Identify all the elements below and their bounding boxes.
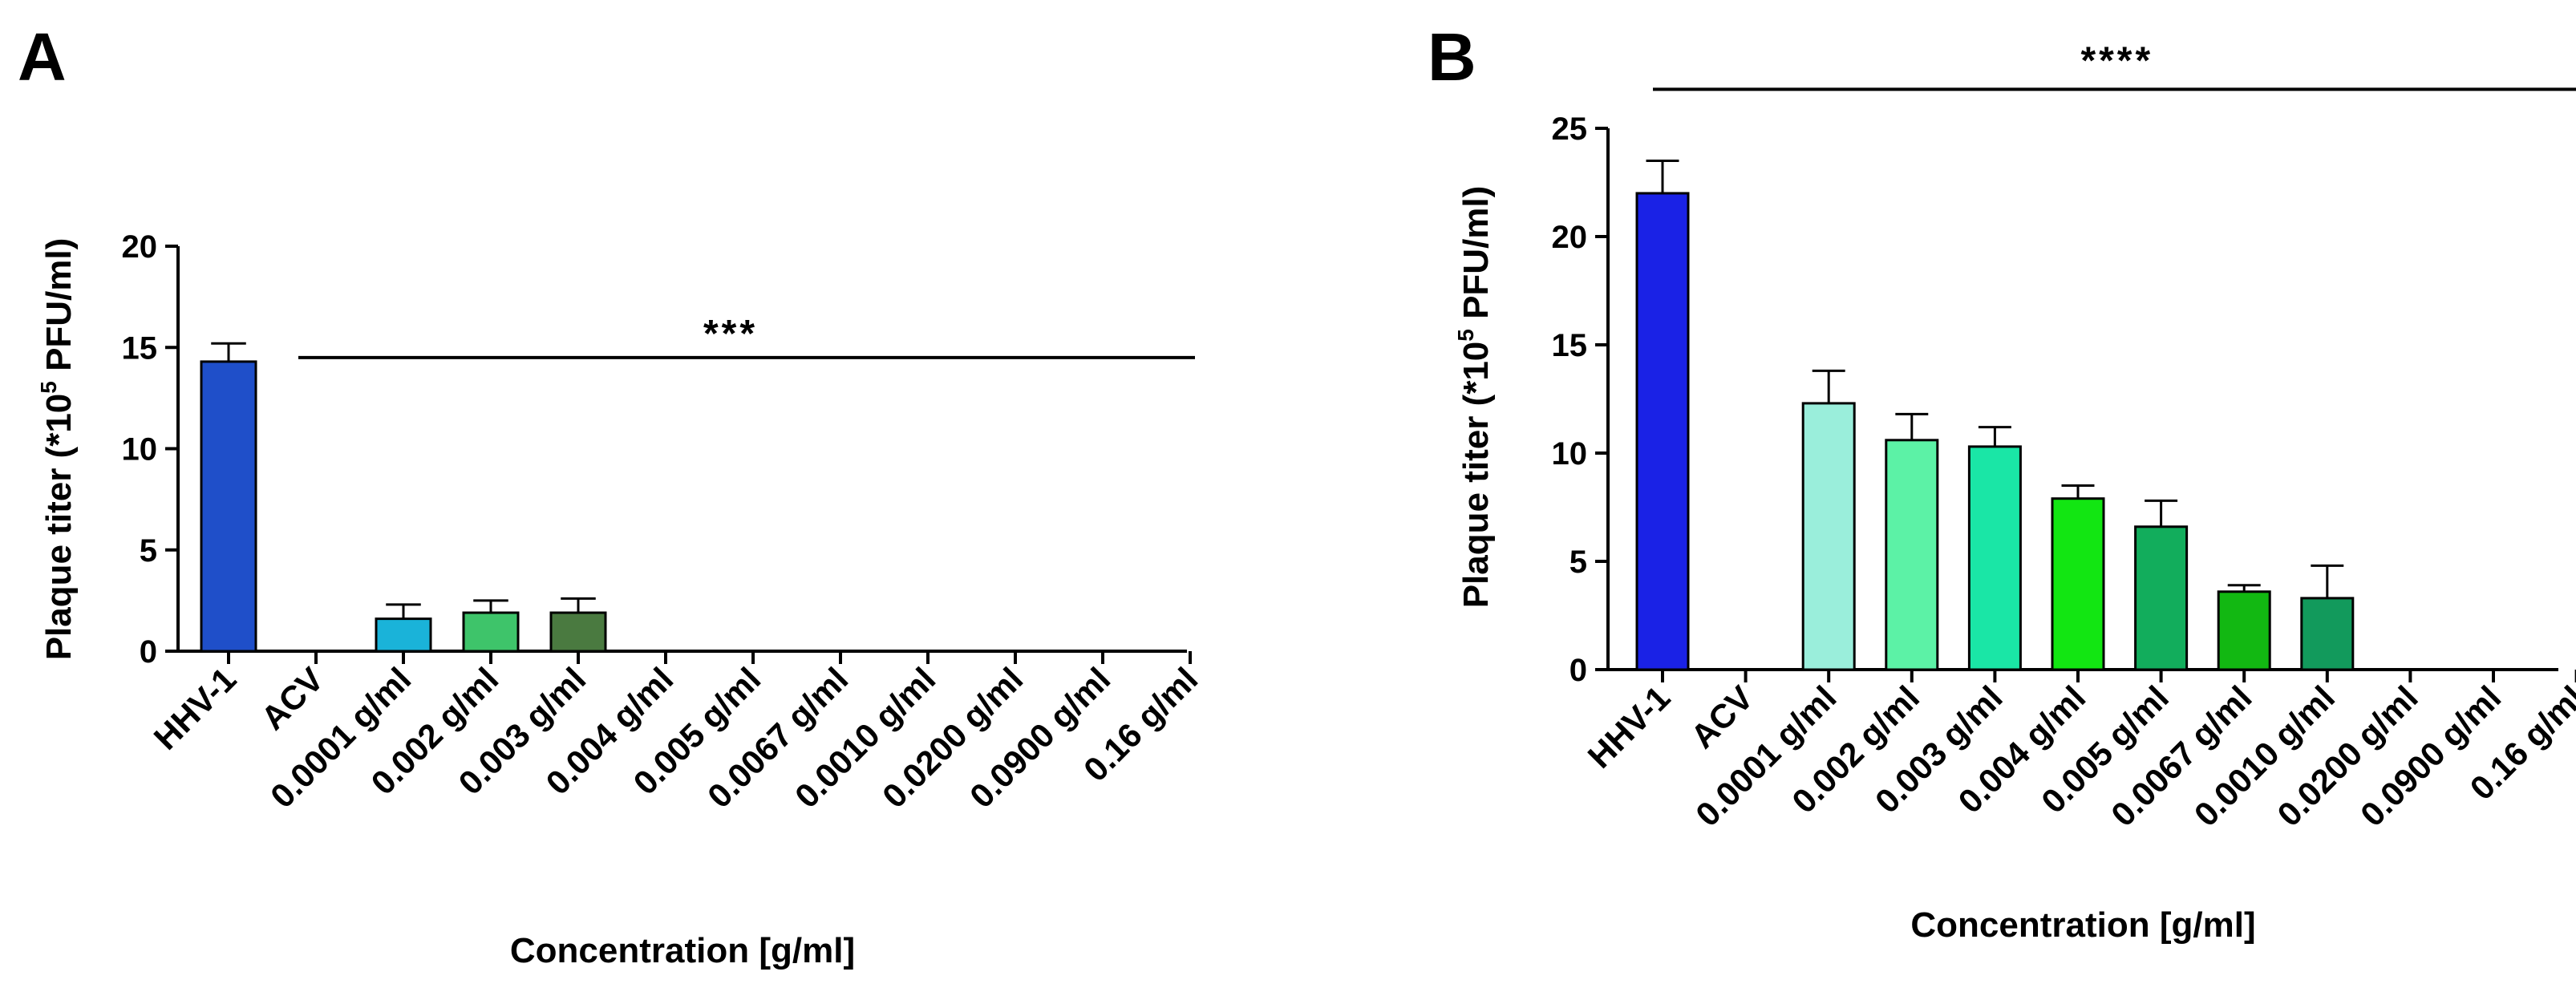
bar [1885,439,1939,671]
y-tick-label: 0 [140,634,157,670]
y-tick-label: 20 [122,229,158,265]
x-tick-label: HHV-1 [147,660,244,757]
bar [1967,445,2022,671]
x-tick-label: ACV [253,660,330,737]
bar [200,360,257,653]
bar [2134,525,2189,671]
y-tick-label: 5 [140,533,157,569]
x-tick-label: HHV-1 [1581,678,1678,775]
bar [2300,597,2355,671]
panel-letter-b: B [1428,19,1476,95]
y-tick-label: 20 [1552,220,1588,255]
y-axis-title-prefix: Plaque titer (*10 [1456,342,1496,609]
y-tick-label: 15 [1552,328,1588,363]
x-tick-label: ACV [1683,678,1760,755]
panel-letter-a: A [18,19,67,95]
x-axis-title: Concentration [g/ml] [1910,905,2255,945]
significance-label: *** [703,313,758,355]
y-axis-title-suffix: PFU/ml) [1456,186,1496,329]
bar [462,611,520,653]
y-tick-label: 0 [1569,653,1587,688]
bar [1801,402,1856,671]
y-tick-label: 15 [122,330,158,366]
y-axis-title-superscript: 5 [36,381,61,394]
y-tick-label: 10 [122,432,158,468]
bar [2217,590,2271,671]
significance-label: **** [2080,39,2153,82]
bar [2051,497,2105,671]
bar [375,617,432,653]
y-axis-title: Plaque titer (*105 PFU/ml) [36,238,79,661]
bar [1635,192,1690,671]
y-tick-label: 25 [1552,111,1588,147]
bar [549,611,607,653]
x-axis-title: Concentration [g/ml] [510,931,855,970]
y-axis-title-suffix: PFU/ml) [39,238,79,381]
y-axis-title-prefix: Plaque titer (*10 [39,394,79,661]
y-tick-label: 5 [1569,545,1587,580]
y-axis-title: Plaque titer (*105 PFU/ml) [1453,186,1496,609]
y-tick-label: 10 [1552,436,1588,472]
y-axis-title-superscript: 5 [1453,329,1478,342]
